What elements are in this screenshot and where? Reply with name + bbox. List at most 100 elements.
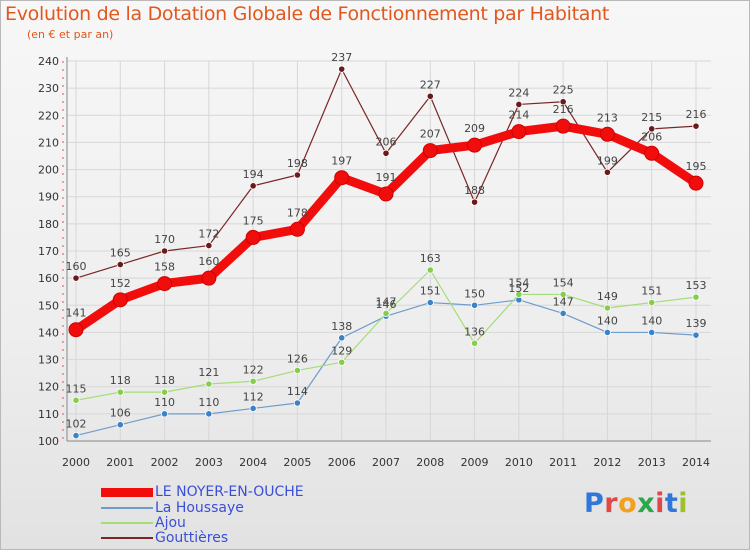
y-tick-label: 140 <box>38 326 59 339</box>
data-point <box>157 276 173 292</box>
data-point <box>515 100 523 109</box>
data-point <box>334 170 350 186</box>
data-point <box>205 380 213 388</box>
data-label: 146 <box>376 298 397 311</box>
y-tick-label: 240 <box>38 55 59 68</box>
data-label: 140 <box>641 314 662 327</box>
data-label: 121 <box>198 366 219 379</box>
data-point <box>692 122 700 130</box>
data-point <box>470 301 479 309</box>
data-point <box>116 421 124 429</box>
data-label: 151 <box>641 285 662 298</box>
data-label: 206 <box>641 130 662 143</box>
data-point <box>648 328 656 337</box>
data-point <box>688 175 704 191</box>
legend-item: LE NOYER-EN-OUCHE <box>101 485 304 499</box>
chart-title: Evolution de la Dotation Globale de Fonc… <box>5 3 610 25</box>
data-point <box>293 366 302 375</box>
y-tick-label: 180 <box>38 218 59 231</box>
legend-swatch <box>101 537 153 539</box>
data-label: 195 <box>686 160 707 173</box>
x-tick-label: 2005 <box>283 456 311 469</box>
data-label: 114 <box>287 385 308 398</box>
data-point <box>249 404 257 413</box>
logo-letter: r <box>604 488 619 519</box>
data-point <box>160 388 169 396</box>
data-label: 147 <box>376 295 397 308</box>
data-point <box>72 274 80 282</box>
data-label: 216 <box>686 108 707 121</box>
data-label: 126 <box>287 352 308 365</box>
data-label: 110 <box>198 396 219 409</box>
data-point <box>648 298 656 307</box>
data-point <box>515 290 523 299</box>
data-point <box>648 125 656 133</box>
data-point <box>559 290 567 299</box>
data-point <box>205 410 213 418</box>
data-label: 224 <box>508 86 529 99</box>
x-tick-label: 2010 <box>505 456 533 469</box>
x-tick-label: 2008 <box>416 456 444 469</box>
data-point <box>245 229 261 245</box>
data-label: 207 <box>420 128 441 141</box>
x-tick-label: 2001 <box>106 456 134 469</box>
x-tick-label: 2007 <box>372 456 400 469</box>
y-tick-label: 190 <box>38 191 59 204</box>
x-tick-label: 2012 <box>593 456 621 469</box>
data-point <box>116 260 124 269</box>
x-tick-label: 2014 <box>682 456 710 469</box>
data-label: 140 <box>597 314 618 327</box>
data-point <box>338 65 346 73</box>
data-point <box>603 328 612 337</box>
data-label: 139 <box>686 317 707 330</box>
data-label: 215 <box>641 111 662 124</box>
data-point <box>160 410 169 418</box>
x-tick-label: 2006 <box>328 456 356 469</box>
legend-label: Ajou <box>155 515 186 531</box>
y-tick-label: 210 <box>38 136 59 149</box>
data-point <box>338 334 346 342</box>
data-point <box>293 399 302 407</box>
data-point <box>205 241 213 250</box>
x-tick-label: 2000 <box>62 456 90 469</box>
data-label: 118 <box>154 374 175 387</box>
data-label: 160 <box>66 260 87 273</box>
data-label: 154 <box>553 276 574 289</box>
y-tick-label: 100 <box>38 435 59 448</box>
data-point <box>603 168 612 176</box>
data-label: 227 <box>420 78 441 91</box>
data-label: 112 <box>243 390 264 403</box>
data-label: 151 <box>420 285 441 298</box>
data-label: 198 <box>287 157 308 170</box>
y-tick-label: 230 <box>38 82 59 95</box>
data-label: 102 <box>66 418 87 431</box>
y-tick-label: 150 <box>38 299 59 312</box>
y-tick-label: 110 <box>38 408 59 421</box>
data-point <box>249 377 257 385</box>
data-label: 188 <box>464 184 485 197</box>
data-label: 110 <box>154 396 175 409</box>
x-tick-label: 2013 <box>638 456 666 469</box>
y-tick-label: 220 <box>38 109 59 122</box>
data-label: 199 <box>597 154 618 167</box>
legend-label: Gouttières <box>155 530 229 546</box>
data-label: 129 <box>331 344 352 357</box>
data-label: 197 <box>331 155 352 168</box>
legend-item: Gouttières <box>101 531 228 545</box>
data-point <box>293 171 302 179</box>
data-label: 213 <box>597 111 618 124</box>
x-tick-label: 2003 <box>195 456 223 469</box>
data-label: 191 <box>376 171 397 184</box>
data-point <box>201 270 217 286</box>
data-point <box>72 431 80 440</box>
data-label: 141 <box>66 307 87 320</box>
data-point <box>382 309 390 318</box>
logo-letter: o <box>618 488 638 519</box>
legend-item: Ajou <box>101 516 186 530</box>
data-point <box>511 124 527 140</box>
x-tick-label: 2004 <box>239 456 267 469</box>
logo-letter: P <box>584 488 605 519</box>
data-label: 172 <box>198 228 219 241</box>
